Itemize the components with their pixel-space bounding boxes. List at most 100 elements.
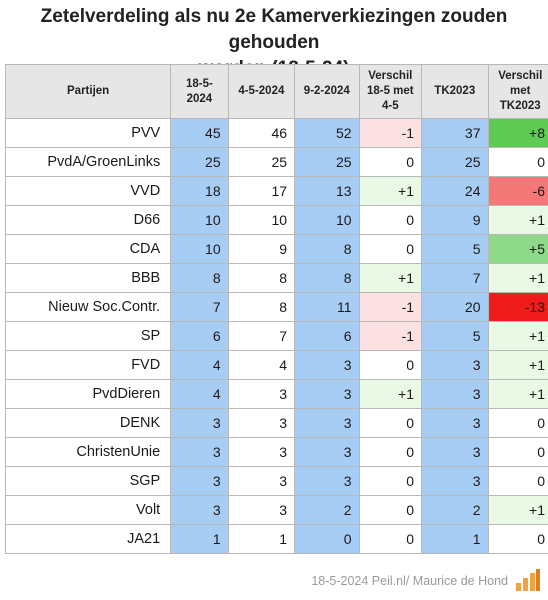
party-name: BBB — [4, 263, 172, 293]
seats-4-5-2024: 8 — [227, 292, 296, 322]
change-vs-tk2023: +5 — [487, 234, 548, 264]
seats-tk2023: 25 — [421, 147, 489, 177]
seats-9-2-2024: 3 — [294, 437, 360, 467]
table-row: ChristenUnie 3 3 3 0 3 0 — [4, 437, 548, 467]
change-vs-4-5: 0 — [358, 205, 423, 235]
header-text: 9-2-2024 — [303, 85, 350, 97]
seat-distribution-table: Partijen 18-5- 2024 4-5-2024 9-2-2024 Verschi… — [4, 64, 548, 554]
change-vs-tk2023: 0 — [487, 408, 548, 438]
change-vs-tk2023: +1 — [487, 321, 548, 351]
seats-tk2023: 9 — [421, 205, 489, 235]
header-text: 4-5 — [381, 100, 399, 112]
seats-tk2023: 5 — [421, 321, 489, 351]
party-name: VVD — [4, 176, 172, 206]
party-name: SGP — [4, 466, 172, 496]
seats-18-5-2024: 3 — [170, 495, 229, 525]
change-vs-tk2023: +1 — [487, 350, 548, 380]
party-name: CDA — [4, 234, 172, 264]
seats-4-5-2024: 4 — [227, 350, 296, 380]
party-name: DENK — [4, 408, 172, 438]
seats-tk2023: 7 — [421, 263, 489, 293]
seats-9-2-2024: 52 — [294, 118, 360, 148]
seats-tk2023: 1 — [421, 524, 489, 554]
seats-tk2023: 37 — [421, 118, 489, 148]
seats-18-5-2024: 3 — [170, 437, 229, 467]
party-name: ChristenUnie — [4, 437, 172, 467]
seats-18-5-2024: 3 — [170, 466, 229, 496]
change-vs-tk2023: 0 — [487, 437, 548, 467]
seats-9-2-2024: 6 — [294, 321, 360, 351]
change-vs-4-5: +1 — [358, 263, 423, 293]
header-text: Verschil — [368, 70, 413, 82]
seats-4-5-2024: 3 — [227, 495, 296, 525]
party-name: Nieuw Soc.Contr. — [4, 292, 172, 322]
change-vs-tk2023: +8 — [487, 118, 548, 148]
seats-9-2-2024: 8 — [294, 263, 360, 293]
header-verschil-4-5: Verschil 18-5 met 4-5 — [358, 64, 423, 119]
seats-9-2-2024: 3 — [294, 379, 360, 409]
seats-18-5-2024: 10 — [170, 234, 229, 264]
seats-18-5-2024: 45 — [170, 118, 229, 148]
seats-4-5-2024: 9 — [227, 234, 296, 264]
seats-18-5-2024: 10 — [170, 205, 229, 235]
table-row: PVV 45 46 52 -1 37 +8 — [4, 118, 548, 148]
peil-logo-icon — [516, 569, 540, 591]
seats-18-5-2024: 4 — [170, 379, 229, 409]
header-partijen: Partijen — [4, 64, 172, 119]
change-vs-tk2023: 0 — [487, 147, 548, 177]
header-18-5-2024: 18-5- 2024 — [170, 64, 229, 119]
seats-9-2-2024: 25 — [294, 147, 360, 177]
change-vs-4-5: 0 — [358, 524, 423, 554]
party-name: FVD — [4, 350, 172, 380]
seats-4-5-2024: 3 — [227, 437, 296, 467]
seats-9-2-2024: 3 — [294, 408, 360, 438]
seats-18-5-2024: 7 — [170, 292, 229, 322]
seats-9-2-2024: 13 — [294, 176, 360, 206]
change-vs-tk2023: -13 — [487, 292, 548, 322]
change-vs-tk2023: 0 — [487, 466, 548, 496]
change-vs-tk2023: +1 — [487, 263, 548, 293]
seats-18-5-2024: 25 — [170, 147, 229, 177]
change-vs-4-5: 0 — [358, 234, 423, 264]
seats-4-5-2024: 1 — [227, 524, 296, 554]
seats-18-5-2024: 1 — [170, 524, 229, 554]
party-name: D66 — [4, 205, 172, 235]
header-text: Verschil — [498, 70, 543, 82]
table-row: JA21 1 1 0 0 1 0 — [4, 524, 548, 554]
table-body: PVV 45 46 52 -1 37 +8 PvdA/GroenLinks 25 25 25 0 25 0… — [4, 118, 548, 554]
seats-tk2023: 3 — [421, 408, 489, 438]
seats-9-2-2024: 3 — [294, 466, 360, 496]
change-vs-4-5: 0 — [358, 437, 423, 467]
seats-18-5-2024: 6 — [170, 321, 229, 351]
change-vs-4-5: +1 — [358, 176, 423, 206]
table-row: CDA 10 9 8 0 5 +5 — [4, 234, 548, 264]
header-text: 4-5-2024 — [238, 85, 285, 97]
table-row: VVD 18 17 13 +1 24 -6 — [4, 176, 548, 206]
seats-4-5-2024: 10 — [227, 205, 296, 235]
table-row: BBB 8 8 8 +1 7 +1 — [4, 263, 548, 293]
change-vs-4-5: 0 — [358, 466, 423, 496]
header-text: 18-5- — [185, 77, 213, 90]
change-vs-4-5: 0 — [358, 495, 423, 525]
header-text: met — [510, 85, 531, 97]
table-row: SGP 3 3 3 0 3 0 — [4, 466, 548, 496]
party-name: SP — [4, 321, 172, 351]
seats-4-5-2024: 25 — [227, 147, 296, 177]
seats-18-5-2024: 4 — [170, 350, 229, 380]
seats-tk2023: 5 — [421, 234, 489, 264]
party-name: JA21 — [4, 524, 172, 554]
table-row: SP 6 7 6 -1 5 +1 — [4, 321, 548, 351]
seats-9-2-2024: 2 — [294, 495, 360, 525]
change-vs-tk2023: 0 — [487, 524, 548, 554]
change-vs-tk2023: +1 — [487, 205, 548, 235]
change-vs-4-5: 0 — [358, 350, 423, 380]
change-vs-tk2023: +1 — [487, 495, 548, 525]
table-row: Volt 3 3 2 0 2 +1 — [4, 495, 548, 525]
table-row: FVD 4 4 3 0 3 +1 — [4, 350, 548, 380]
seats-4-5-2024: 8 — [227, 263, 296, 293]
seats-18-5-2024: 18 — [170, 176, 229, 206]
seats-4-5-2024: 17 — [227, 176, 296, 206]
seats-9-2-2024: 11 — [294, 292, 360, 322]
table-row: PvdA/GroenLinks 25 25 25 0 25 0 — [4, 147, 548, 177]
header-tk2023: TK2023 — [421, 64, 489, 119]
